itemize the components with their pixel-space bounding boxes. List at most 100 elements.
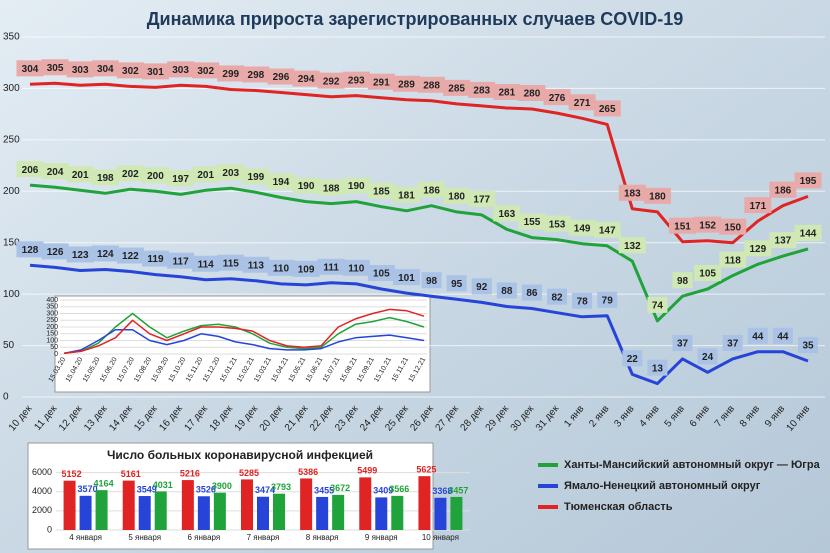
- label-box: [192, 255, 220, 272]
- data-label: 201: [197, 170, 214, 181]
- data-label: 305: [47, 63, 64, 74]
- label-box: [568, 219, 596, 236]
- data-label: 299: [222, 69, 239, 80]
- data-label: 303: [72, 65, 89, 76]
- y-tick-label: 250: [3, 134, 20, 145]
- legend-label: Ямало-Ненецкий автономный округ: [564, 480, 761, 492]
- data-label: 202: [122, 169, 139, 180]
- data-label: 3457: [448, 485, 468, 495]
- label-box: [267, 173, 295, 190]
- data-label: 122: [122, 251, 139, 262]
- data-label: 180: [448, 191, 465, 202]
- label-box: [468, 81, 496, 98]
- y-tick-label: 150: [3, 237, 20, 248]
- y-tick-label: 350: [3, 32, 20, 43]
- data-label: 124: [97, 249, 114, 260]
- data-label: 132: [624, 241, 641, 252]
- data-label: 186: [423, 185, 440, 196]
- y-tick-label: 50: [3, 340, 15, 351]
- data-label: 203: [222, 168, 239, 179]
- label-box: [769, 232, 797, 249]
- bar: [359, 477, 372, 530]
- y-tick-label: 350: [46, 304, 58, 311]
- data-label: 151: [674, 221, 691, 232]
- label-box: [669, 217, 697, 234]
- label-box: [116, 247, 144, 264]
- label-box: [493, 83, 521, 100]
- label-box: [217, 254, 245, 271]
- y-tick-label: 4000: [32, 486, 52, 496]
- label-box: [392, 269, 420, 286]
- label-box: [91, 245, 119, 262]
- data-label: 147: [599, 225, 616, 236]
- data-label: 117: [173, 256, 190, 267]
- data-label: 118: [725, 255, 742, 266]
- data-label: 3455: [314, 485, 334, 495]
- data-label: 188: [323, 183, 340, 194]
- series-line: [29, 183, 809, 323]
- data-label: 171: [749, 201, 766, 212]
- data-label: 128: [22, 245, 39, 256]
- inset-title: Число больных коронавирусной инфекцией: [107, 448, 373, 462]
- label-box: [747, 327, 768, 344]
- data-label: 98: [426, 276, 438, 287]
- data-label: 101: [398, 273, 415, 284]
- data-label: 198: [97, 173, 114, 184]
- data-label: 181: [398, 190, 415, 201]
- label-box: [292, 70, 320, 87]
- label-box: [141, 167, 169, 184]
- label-box: [317, 179, 345, 196]
- label-box: [66, 166, 94, 183]
- label-box: [418, 181, 446, 198]
- label-box: [16, 241, 44, 258]
- label-box: [342, 71, 370, 88]
- y-tick-label: 50: [50, 344, 58, 351]
- label-box: [167, 252, 195, 269]
- label-box: [16, 60, 44, 77]
- data-label: 5152: [62, 469, 82, 479]
- y-tick-label: 6000: [32, 467, 52, 477]
- bar: [332, 494, 345, 530]
- data-label: 13: [652, 363, 664, 374]
- data-label: 199: [248, 172, 265, 183]
- data-label: 4164: [94, 479, 114, 489]
- label-box: [292, 260, 320, 277]
- data-label: 294: [298, 74, 315, 85]
- label-box: [568, 94, 596, 111]
- label-box: [167, 170, 195, 187]
- data-label: 144: [800, 229, 817, 240]
- data-label: 114: [198, 259, 215, 270]
- bar: [95, 490, 108, 530]
- data-label: 5161: [121, 469, 141, 479]
- data-label: 126: [47, 247, 64, 258]
- label-box: [643, 187, 671, 204]
- label-box: [91, 60, 119, 77]
- bar: [257, 496, 269, 530]
- data-label: 105: [699, 269, 716, 280]
- data-label: 5216: [180, 468, 200, 478]
- label-box: [342, 259, 370, 276]
- y-tick-label: 200: [3, 186, 20, 197]
- label-box: [317, 258, 345, 275]
- label-box: [41, 243, 69, 260]
- x-tick-label: 8 января: [306, 533, 339, 542]
- bar: [434, 497, 447, 530]
- data-label: 3409: [373, 486, 393, 496]
- bar: [241, 479, 253, 530]
- data-label: 302: [122, 66, 139, 77]
- label-box: [116, 165, 144, 182]
- bar: [213, 492, 226, 530]
- data-label: 5499: [357, 466, 377, 476]
- data-label: 129: [749, 244, 766, 255]
- bar: [450, 496, 463, 530]
- label-box: [593, 221, 621, 238]
- label-box: [267, 259, 295, 276]
- data-label: 298: [248, 70, 265, 81]
- data-label: 3368: [432, 486, 452, 496]
- label-box: [694, 265, 722, 281]
- data-label: 3474: [255, 485, 275, 495]
- data-label: 5285: [239, 468, 259, 478]
- label-box: [769, 181, 797, 198]
- y-tick-label: 0: [3, 392, 9, 403]
- label-box: [192, 166, 220, 183]
